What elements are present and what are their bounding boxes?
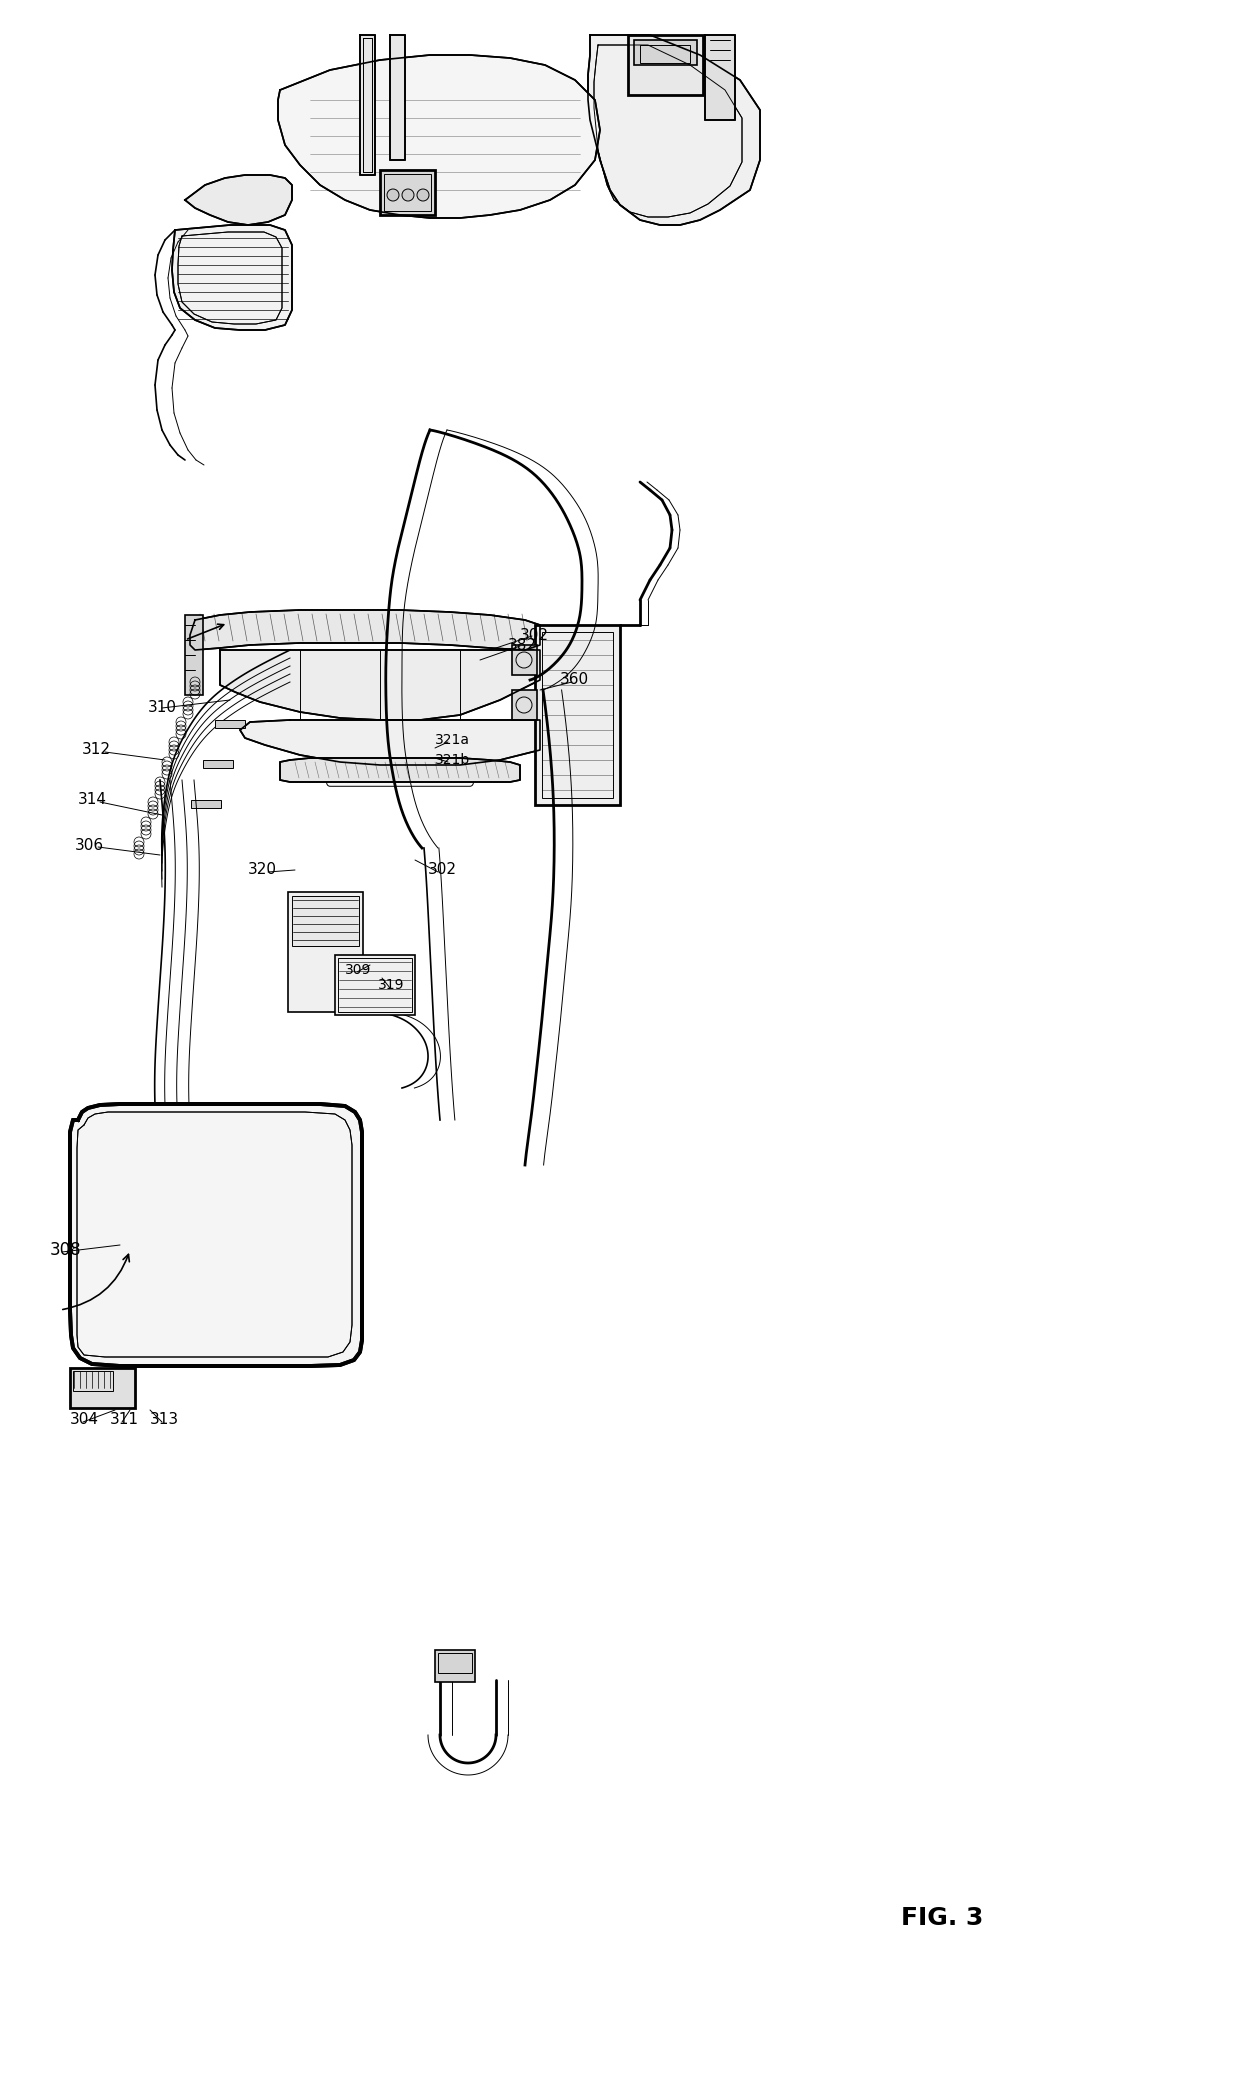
Bar <box>542 633 613 799</box>
Bar <box>339 958 412 1012</box>
Text: 313: 313 <box>150 1413 179 1427</box>
Text: 302: 302 <box>520 627 549 643</box>
Bar <box>534 625 620 805</box>
Polygon shape <box>69 1105 362 1367</box>
Text: 321a: 321a <box>435 734 470 746</box>
Polygon shape <box>241 721 539 765</box>
Bar <box>73 1371 113 1392</box>
Ellipse shape <box>402 189 414 201</box>
Polygon shape <box>706 36 735 119</box>
Polygon shape <box>185 174 291 224</box>
Text: 320: 320 <box>248 861 277 878</box>
Text: 360: 360 <box>560 673 589 687</box>
Ellipse shape <box>516 652 532 669</box>
Bar <box>435 1650 475 1681</box>
Ellipse shape <box>303 667 377 704</box>
Bar <box>291 895 360 945</box>
Bar <box>512 646 537 675</box>
Bar <box>379 170 435 216</box>
Bar <box>335 956 415 1014</box>
Bar <box>185 614 203 696</box>
Ellipse shape <box>417 189 429 201</box>
Text: 319: 319 <box>378 979 404 991</box>
Bar <box>438 1654 472 1673</box>
Polygon shape <box>219 650 539 721</box>
Ellipse shape <box>516 698 532 713</box>
Text: 309: 309 <box>345 962 371 977</box>
Polygon shape <box>360 36 374 174</box>
Bar <box>512 690 537 721</box>
Bar <box>384 174 432 212</box>
Bar <box>640 44 689 63</box>
Bar <box>634 40 697 65</box>
Text: 311: 311 <box>110 1413 139 1427</box>
FancyBboxPatch shape <box>326 763 474 786</box>
Text: 304: 304 <box>69 1413 99 1427</box>
Polygon shape <box>172 224 291 329</box>
Polygon shape <box>278 54 600 218</box>
Text: 314: 314 <box>78 792 107 807</box>
Polygon shape <box>280 759 520 782</box>
Text: 308: 308 <box>50 1241 82 1260</box>
Text: 306: 306 <box>74 838 104 853</box>
Text: 302: 302 <box>428 861 458 878</box>
Bar <box>288 893 363 1012</box>
Text: 321b: 321b <box>435 752 470 767</box>
Polygon shape <box>588 36 760 224</box>
Bar <box>69 1369 135 1409</box>
Bar <box>191 801 221 807</box>
Bar <box>627 36 703 94</box>
Bar <box>203 761 233 767</box>
Ellipse shape <box>387 189 399 201</box>
Text: 310: 310 <box>148 700 177 715</box>
Polygon shape <box>190 610 539 650</box>
Text: 312: 312 <box>82 742 112 757</box>
Text: 382: 382 <box>508 637 537 652</box>
Polygon shape <box>391 36 405 159</box>
Text: FIG. 3: FIG. 3 <box>901 1905 983 1930</box>
Bar <box>215 721 246 727</box>
